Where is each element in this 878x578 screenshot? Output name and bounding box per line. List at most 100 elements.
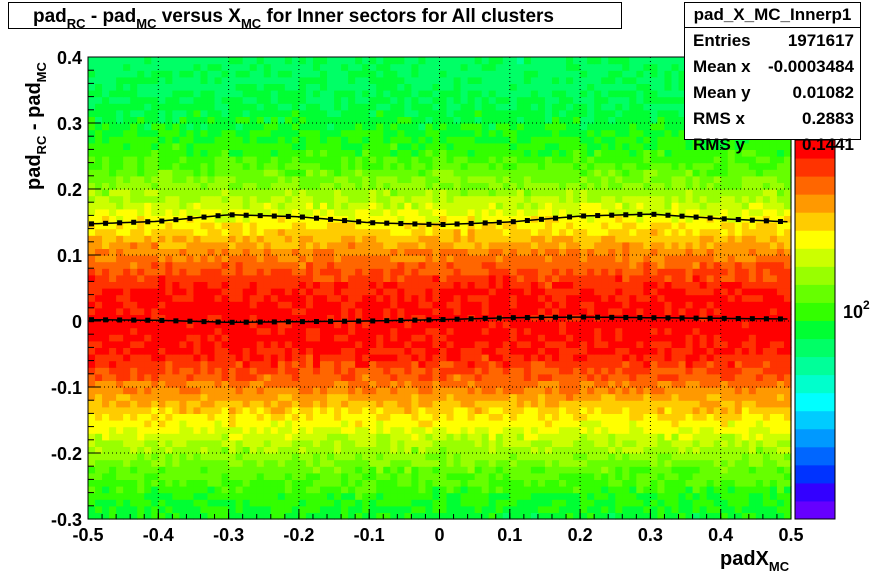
heatmap-cell <box>650 446 659 454</box>
heatmap-cell <box>319 466 328 474</box>
heatmap-cell <box>692 459 701 467</box>
heatmap-cell <box>291 413 300 421</box>
heatmap-cell <box>256 334 265 342</box>
heatmap-cell <box>516 274 525 282</box>
heatmap-cell <box>453 281 462 289</box>
heatmap-cell <box>720 354 729 362</box>
heatmap-cell <box>446 420 455 428</box>
heatmap-cell <box>636 354 644 362</box>
heatmap-cell <box>516 486 525 494</box>
heatmap-cell <box>228 426 237 434</box>
heatmap-cell <box>439 235 448 243</box>
heatmap-cell <box>186 321 195 329</box>
heatmap-cell <box>221 235 230 243</box>
heatmap-cell <box>685 446 694 454</box>
heatmap-cell <box>636 486 644 494</box>
heatmap-cell <box>277 380 286 388</box>
heatmap-cell <box>179 373 188 381</box>
heatmap-cell <box>214 446 223 454</box>
heatmap-cell <box>88 466 96 474</box>
heatmap-cell <box>720 420 729 428</box>
heatmap-cell <box>495 433 504 441</box>
heatmap-cell <box>242 294 251 302</box>
heatmap-cell <box>713 367 722 375</box>
heatmap-cell <box>432 466 441 474</box>
heatmap-cell <box>256 288 265 296</box>
heatmap-cell <box>741 387 750 395</box>
heatmap-cell <box>102 321 110 329</box>
heatmap-cell <box>172 268 180 276</box>
heatmap-cell <box>615 380 623 388</box>
heatmap-cell <box>158 301 166 309</box>
heatmap-cell <box>495 499 504 507</box>
heatmap-cell <box>713 274 722 282</box>
heatmap-cell <box>305 492 314 500</box>
heatmap-cell <box>214 294 223 302</box>
heatmap-cell <box>643 453 651 461</box>
heatmap-cell <box>355 413 363 421</box>
heatmap-cell <box>200 321 209 329</box>
heatmap-cell <box>186 314 195 322</box>
heatmap-cell <box>242 512 251 520</box>
heatmap-cell <box>88 202 96 210</box>
heatmap-cell <box>298 189 307 197</box>
heatmap-cell <box>608 413 616 421</box>
heatmap-cell <box>256 466 265 474</box>
heatmap-cell <box>348 479 356 487</box>
heatmap-cell <box>460 222 469 230</box>
heatmap-cell <box>144 426 152 434</box>
heatmap-cell <box>509 446 518 454</box>
heatmap-cell <box>573 472 581 480</box>
heatmap-cell <box>319 472 328 480</box>
heatmap-cell <box>544 202 553 210</box>
heatmap-cell <box>151 453 159 461</box>
heatmap-cell <box>453 420 462 428</box>
heatmap-cell <box>566 387 574 395</box>
heatmap-cell <box>748 387 757 395</box>
heatmap-cell <box>158 202 166 210</box>
heatmap-cell <box>741 334 750 342</box>
heatmap-cell <box>685 235 694 243</box>
heatmap-cell <box>523 189 532 197</box>
heatmap-cell <box>369 307 377 315</box>
heatmap-cell <box>453 189 462 197</box>
heatmap-cell <box>516 241 525 249</box>
heatmap-cell <box>404 439 412 447</box>
heatmap-cell <box>608 486 616 494</box>
heatmap-cell <box>312 387 321 395</box>
heatmap-cell <box>376 413 384 421</box>
heatmap-cell <box>509 301 518 309</box>
heatmap-cell <box>88 459 96 467</box>
heatmap-cell <box>277 228 286 236</box>
heatmap-cell <box>502 202 511 210</box>
heatmap-cell <box>179 453 188 461</box>
heatmap-cell <box>193 189 202 197</box>
heatmap-cell <box>137 433 145 441</box>
heatmap-cell <box>123 406 131 414</box>
heatmap-cell <box>467 301 476 309</box>
heatmap-cell <box>263 439 272 447</box>
heatmap-cell <box>629 466 637 474</box>
heatmap-cell <box>488 466 497 474</box>
heatmap-cell <box>713 255 722 263</box>
heatmap-cell <box>474 406 483 414</box>
heatmap-cell <box>418 453 427 461</box>
heatmap-cell <box>102 453 110 461</box>
heatmap-cell <box>369 373 377 381</box>
heatmap-cell <box>284 268 293 276</box>
heatmap-cell <box>291 393 300 401</box>
heatmap-cell <box>748 367 757 375</box>
heatmap-cell <box>214 387 223 395</box>
heatmap-cell <box>460 479 469 487</box>
heatmap-cell <box>200 360 209 368</box>
heatmap-cell <box>390 222 398 230</box>
heatmap-cell <box>741 459 750 467</box>
heatmap-cell <box>643 334 651 342</box>
heatmap-cell <box>270 406 279 414</box>
heatmap-cell <box>762 373 771 381</box>
heatmap-cell <box>130 486 138 494</box>
heatmap-cell <box>404 486 412 494</box>
heatmap-cell <box>685 208 694 216</box>
heatmap-cell <box>263 393 272 401</box>
heatmap-cell <box>544 380 553 388</box>
